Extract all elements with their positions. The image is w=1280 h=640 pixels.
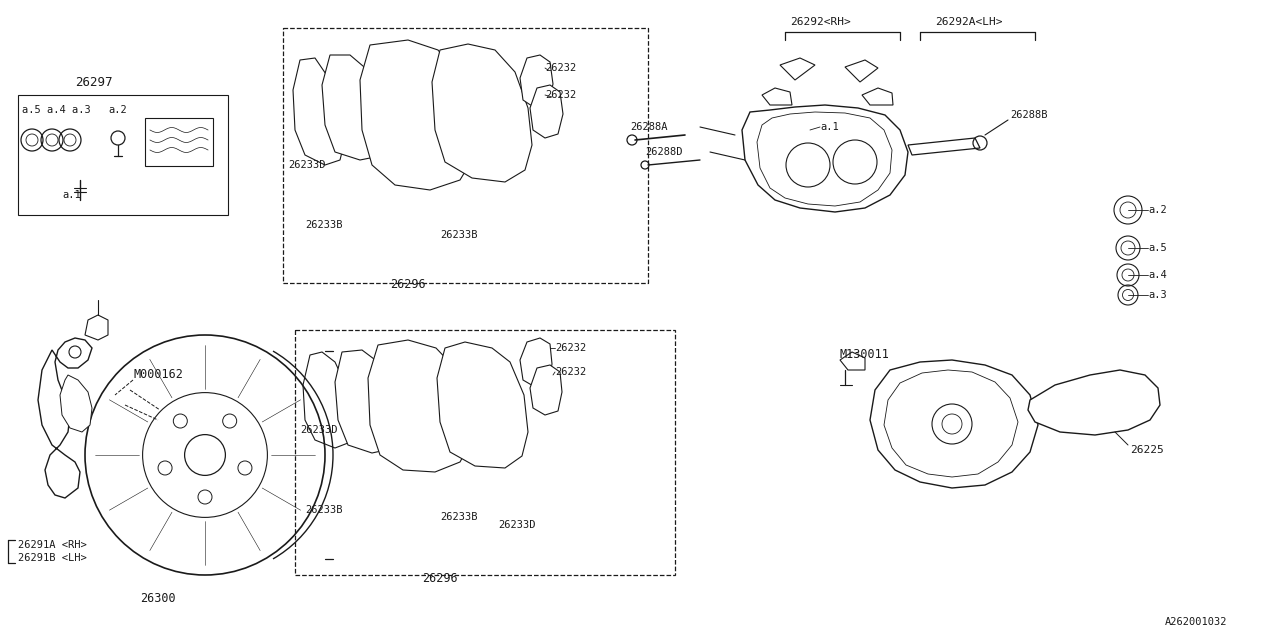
Text: 26288A: 26288A [630,122,667,132]
Text: 26292A<LH>: 26292A<LH> [934,17,1002,27]
Text: 26233B: 26233B [305,220,343,230]
Text: 26296: 26296 [422,572,458,584]
Polygon shape [845,60,878,82]
Polygon shape [520,55,553,108]
Text: a.5: a.5 [1148,243,1167,253]
Bar [294,330,675,575]
Text: 26292<RH>: 26292<RH> [790,17,851,27]
Text: a.1: a.1 [61,190,81,200]
Polygon shape [60,375,92,432]
Text: 26296: 26296 [390,278,426,291]
Text: 26291A <RH>: 26291A <RH> [18,540,87,550]
Polygon shape [742,105,908,212]
Text: 26288D: 26288D [645,147,682,157]
Text: a.2: a.2 [108,105,127,115]
Text: a.5 a.4 a.3: a.5 a.4 a.3 [22,105,91,115]
Text: 26233D: 26233D [498,520,535,530]
Polygon shape [335,350,399,453]
Text: 26291B <LH>: 26291B <LH> [18,553,87,563]
Polygon shape [303,352,352,448]
Polygon shape [293,58,346,165]
Polygon shape [84,315,108,340]
Bar [18,95,228,215]
Polygon shape [870,360,1038,488]
Text: 26297: 26297 [76,77,113,90]
Polygon shape [840,352,865,370]
Text: A262001032: A262001032 [1165,617,1228,627]
Text: M130011: M130011 [840,349,890,362]
Polygon shape [433,44,532,182]
Polygon shape [1028,370,1160,435]
Polygon shape [884,370,1018,477]
Bar [145,118,212,166]
Text: M000162: M000162 [133,369,183,381]
Text: 26232: 26232 [545,90,576,100]
Polygon shape [323,55,390,160]
Text: 26233B: 26233B [305,505,343,515]
Polygon shape [861,88,893,105]
Text: 26225: 26225 [1130,445,1164,455]
Text: 26233B: 26233B [440,512,477,522]
Bar [283,28,648,283]
Polygon shape [360,40,475,190]
Text: 26233B: 26233B [440,230,477,240]
Polygon shape [436,342,529,468]
Polygon shape [369,340,472,472]
Text: 26232: 26232 [545,63,576,73]
Text: a.2: a.2 [1148,205,1167,215]
Polygon shape [530,85,563,138]
Polygon shape [530,365,562,415]
Text: 26288B: 26288B [1010,110,1047,120]
Text: 26233D: 26233D [288,160,325,170]
Text: a.3: a.3 [1148,290,1167,300]
Polygon shape [38,338,92,498]
Text: a.1: a.1 [820,122,838,132]
Text: a.4: a.4 [1148,270,1167,280]
Polygon shape [780,58,815,80]
Text: 26233D: 26233D [300,425,338,435]
Text: 26232: 26232 [556,367,586,377]
Polygon shape [520,338,552,387]
Polygon shape [908,138,980,155]
Text: 26300: 26300 [140,591,175,605]
Polygon shape [756,112,892,206]
Polygon shape [762,88,792,105]
Text: 26232: 26232 [556,343,586,353]
